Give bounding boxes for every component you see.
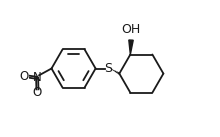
Text: O: O [20,70,29,83]
Text: S: S [104,62,112,75]
Polygon shape [129,40,133,55]
Text: OH: OH [121,23,141,36]
Text: O: O [33,86,42,99]
Text: N: N [33,71,42,84]
